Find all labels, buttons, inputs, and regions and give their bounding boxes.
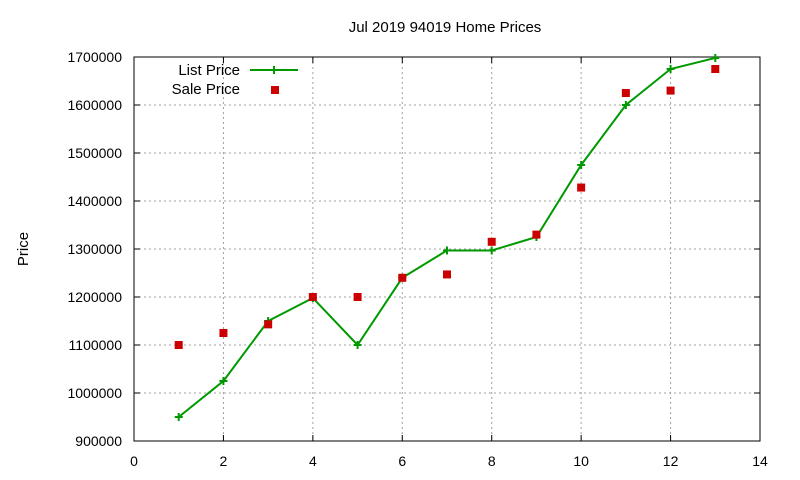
sale-price-point (443, 270, 451, 279)
legend: List Price Sale Price (172, 62, 298, 98)
sale-price-point (264, 320, 273, 329)
list-price-point (353, 341, 362, 349)
x-tick-label: 4 (309, 453, 317, 469)
list-price-point (577, 161, 586, 169)
sale-price-point (621, 89, 630, 97)
list-price-point (219, 377, 228, 385)
list-price-point (666, 65, 675, 73)
list-price-point (621, 101, 630, 109)
x-tick-label: 8 (488, 453, 496, 469)
list-price-point (711, 53, 720, 62)
sale-price-point (398, 273, 407, 282)
sale-price-point (532, 230, 541, 239)
y-tick-label: 1400000 (67, 193, 122, 209)
legend-marker-sale-price (271, 86, 279, 94)
sale-price-point (577, 183, 586, 192)
sale-price-point (219, 329, 228, 337)
y-tick-label: 1200000 (67, 289, 122, 305)
y-axis-label: Price (15, 232, 32, 266)
legend-marker-list-price (270, 66, 278, 74)
list-price-point (487, 246, 496, 255)
y-tick-label: 1600000 (67, 97, 122, 113)
sale-price-point (353, 293, 362, 301)
x-tick-label: 12 (663, 453, 679, 469)
x-tick-label: 14 (752, 453, 768, 469)
legend-label-list-price: List Price (178, 62, 240, 79)
sale-price-point (174, 341, 183, 349)
sale-price-point (487, 237, 496, 246)
sale-price-point (666, 86, 675, 95)
x-tick-label: 0 (130, 453, 138, 469)
sale-price-point (308, 293, 317, 301)
y-tick-label: 1100000 (69, 337, 123, 353)
sale-price-point (711, 65, 720, 73)
y-tick-label: 1300000 (67, 241, 122, 257)
x-tick-label: 6 (398, 453, 406, 469)
tick-layer: 0 2 4 6 8 10 12 14 900000 1000000 1100000 1200000 13… (67, 49, 768, 469)
x-tick-label: 10 (573, 453, 589, 469)
y-tick-label: 1000000 (67, 385, 122, 401)
list-price-point (174, 413, 183, 421)
list-price-point (443, 246, 451, 255)
chart-title: Jul 2019 94019 Home Prices (349, 19, 542, 36)
y-tick-label: 1700000 (67, 49, 122, 65)
y-tick-label: 1500000 (67, 145, 122, 161)
legend-label-sale-price: Sale Price (172, 81, 240, 98)
series-layer (174, 53, 720, 421)
y-tick-label: 900000 (75, 433, 122, 449)
x-tick-label: 2 (220, 453, 228, 469)
